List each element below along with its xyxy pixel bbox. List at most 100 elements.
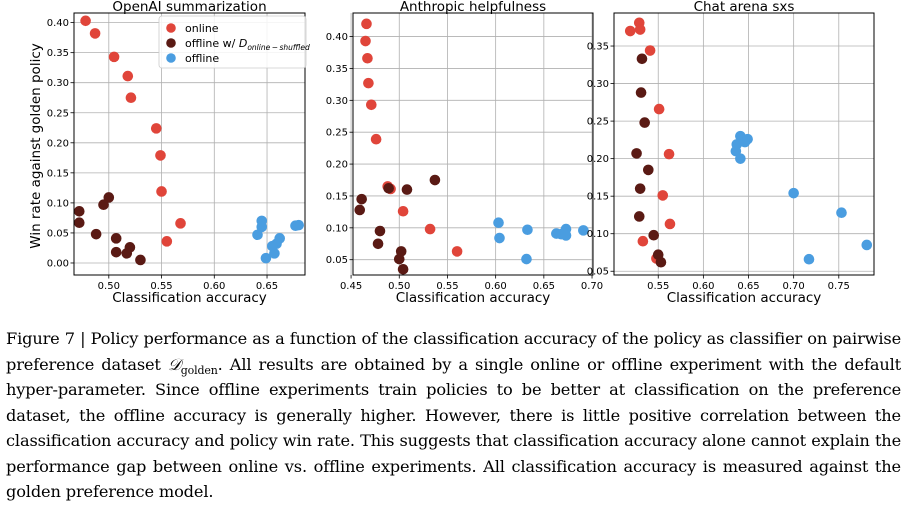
x-tick-label: 0.50 (98, 281, 120, 292)
data-point-online (370, 133, 382, 145)
x-tick-label: 0.65 (533, 281, 555, 292)
data-point-offline-shuffled (648, 229, 660, 241)
y-tick-label: 0.40 (326, 32, 348, 43)
legend: online offline w/ Donline − shuffled off… (158, 15, 310, 69)
y-tick-label: 0.35 (587, 42, 609, 53)
x-tick-label: 0.50 (388, 281, 410, 292)
data-point-online (80, 15, 91, 27)
data-point-online (108, 51, 120, 63)
data-point-offline-shuffled (643, 164, 654, 176)
legend-label-online: online (185, 22, 219, 35)
y-tick-label: 0.10 (47, 198, 69, 209)
data-point-offline-shuffled (633, 211, 645, 222)
legend-label-offline: offline (185, 52, 219, 65)
legend-marker-online (166, 23, 176, 33)
panel-openai-summarization: 0.50 0.55 0.60 0.65 0.00 0.05 0.10 0.15 0.20 0.25… (47, 0, 306, 306)
y-tick-label: 0.25 (47, 108, 69, 119)
data-point-online (657, 190, 669, 201)
legend-marker-offline (166, 53, 176, 63)
figure-caption: Figure 7 | Policy performance as a funct… (6, 326, 901, 505)
data-point-offline-shuffled (655, 256, 667, 268)
panel-anthropic-helpfulness: 0.45 0.50 0.55 0.60 0.65 0.70 0.05 0.10 0.15 0.20… (326, 0, 603, 306)
panel-chat-arena-sxs: 0.55 0.60 0.65 0.70 0.75 0.05 0.10 0.15 0.20 0.25… (587, 0, 875, 306)
y-tick-label: 0.15 (47, 168, 69, 179)
y-tick-label: 0.40 (47, 18, 69, 29)
data-point-offline-shuffled (354, 204, 366, 216)
data-point-online (155, 150, 166, 161)
y-axis-label: Win rate against golden policy (28, 43, 44, 248)
y-tick-label: 0.15 (587, 192, 609, 203)
y-tick-label: 0.10 (326, 223, 348, 234)
x-tick-label: 0.55 (436, 281, 458, 292)
data-point-offline-shuffled (135, 254, 146, 266)
data-point-offline (861, 239, 873, 251)
data-point-offline (252, 229, 263, 241)
data-point-offline-shuffled (90, 228, 102, 240)
data-point-online (89, 28, 101, 39)
data-point-offline (742, 133, 753, 145)
data-point-offline (788, 187, 799, 199)
data-point-offline-shuffled (374, 225, 386, 237)
x-tick-label: 0.60 (692, 281, 714, 292)
data-point-offline (256, 221, 268, 233)
caption-subscript: golden (180, 363, 218, 377)
data-point-online (664, 218, 676, 230)
data-point-offline (493, 217, 504, 229)
x-tick-label: 0.55 (647, 281, 669, 292)
data-point-offline (494, 232, 505, 244)
caption-math: 𝒟 (167, 354, 181, 374)
data-point-offline (269, 248, 280, 259)
data-point-offline-shuffled (635, 87, 647, 98)
panel-title: Chat arena sxs (694, 0, 795, 15)
data-point-online (634, 24, 646, 35)
data-point-online (363, 77, 374, 89)
y-tick-label: 0.10 (587, 229, 609, 240)
data-point-online (361, 18, 372, 30)
x-tick-label: 0.55 (150, 281, 172, 292)
data-point-offline (578, 225, 589, 236)
data-point-online (125, 92, 137, 104)
y-tick-label: 0.05 (326, 255, 348, 266)
x-tick-label: 0.75 (828, 281, 850, 292)
data-point-online (150, 123, 162, 134)
figure-7-scatter-plots: Win rate against golden policy 0.50 0.55 0… (28, 0, 875, 306)
data-point-offline-shuffled (98, 199, 109, 210)
data-point-offline-shuffled (383, 183, 394, 194)
y-tick-label: 0.15 (326, 191, 348, 202)
data-point-offline (560, 230, 572, 241)
data-point-online (663, 148, 675, 160)
x-tick-label: 0.70 (581, 281, 603, 292)
x-axis-label: Classification accuracy (112, 290, 267, 306)
legend-box (158, 15, 307, 69)
panel-title: Anthropic helpfulness (400, 0, 546, 15)
data-point-offline-shuffled (636, 53, 648, 65)
x-tick-label: 0.60 (203, 281, 225, 292)
data-point-offline-shuffled (110, 233, 122, 244)
legend-label-offline-shuffled-prefix: offline w/ (185, 37, 239, 50)
data-point-offline-shuffled (634, 183, 646, 194)
y-tick-label: 0.30 (587, 79, 609, 90)
x-tick-label: 0.65 (256, 281, 278, 292)
data-point-offline-shuffled (631, 148, 642, 159)
data-point-offline (293, 219, 304, 231)
data-point-online (122, 70, 134, 82)
data-point-online (397, 205, 409, 217)
y-tick-label: 0.05 (587, 267, 609, 278)
caption-rest: . All results are obtained by a single o… (6, 354, 901, 502)
data-point-online (161, 236, 173, 247)
data-point-offline-shuffled (356, 193, 367, 205)
y-tick-label: 0.35 (47, 48, 69, 59)
y-tick-label: 0.00 (47, 258, 69, 269)
legend-label-offline-shuffled-math: D (239, 37, 247, 50)
data-point-online (175, 218, 186, 229)
data-point-offline-shuffled (110, 246, 122, 258)
data-point-offline-shuffled (429, 174, 441, 186)
data-point-offline (735, 153, 746, 164)
data-point-offline-shuffled (73, 206, 85, 217)
data-point-online (362, 52, 373, 64)
y-tick-label: 0.20 (587, 154, 609, 165)
caption-lead: Figure 7 | Policy performance as a funct… (6, 329, 901, 374)
x-tick-label: 0.70 (783, 281, 805, 292)
data-point-offline-shuffled (397, 263, 409, 275)
data-point-offline (836, 207, 847, 218)
